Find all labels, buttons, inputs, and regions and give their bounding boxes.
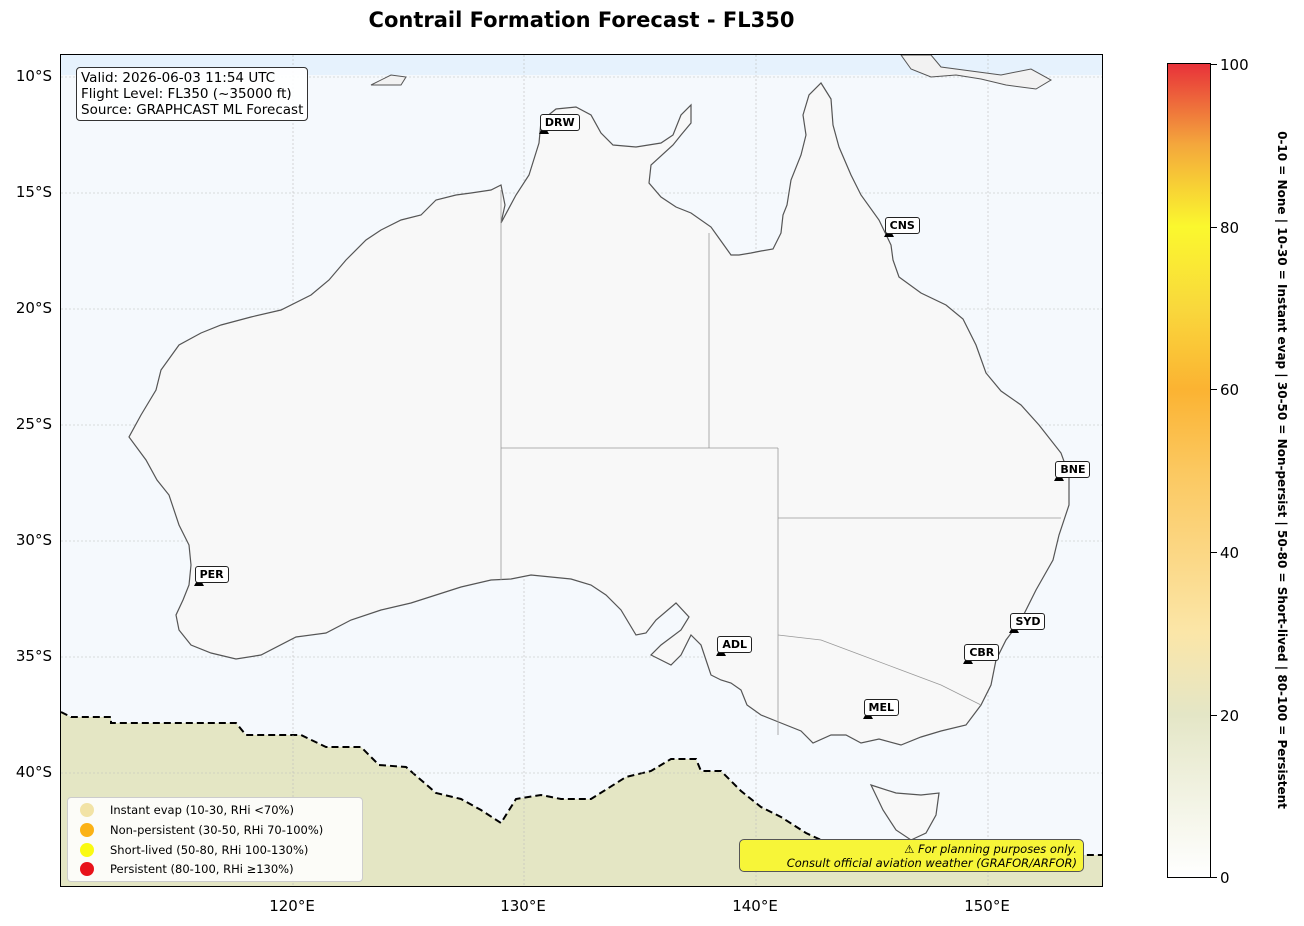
airport-label-syd: SYD [1010,612,1046,630]
legend-label: Persistent (80-100, RHi ≥130%) [110,862,294,876]
lon-label: 150°E [964,897,1010,915]
legend-label: Instant evap (10-30, RHi <70%) [110,803,294,817]
map-canvas [61,55,1102,886]
legend-dot-non-persistent [80,823,94,837]
warning-line-2: Consult official aviation weather (GRAFO… [786,856,1077,870]
lat-label: 15°S [15,183,52,201]
new-guinea-landmass [900,55,1053,90]
sea-strip [61,55,1102,75]
flight-level: Flight Level: FL350 (~35000 ft) [81,86,292,102]
colorbar-tick-label: 100 [1220,56,1249,74]
forecast-info-box: Valid: 2026-06-03 11:54 UTC Flight Level… [76,67,309,121]
colorbar-tick [1211,552,1217,553]
legend-dot-instant-evap [80,803,94,817]
colorbar [1167,63,1211,878]
colorbar-tick [1211,227,1217,228]
airport-label-mel: MEL [863,699,900,717]
legend-dot-short-lived [80,843,94,857]
colorbar-tick-label: 0 [1220,869,1230,887]
legend-label: Non-persistent (30-50, RHi 70-100%) [110,823,324,837]
legend-item: Instant evap (10-30, RHi <70%) [80,801,294,819]
colorbar-tick-label: 40 [1220,544,1240,562]
lon-label: 130°E [500,897,546,915]
legend-dot-persistent [80,862,94,876]
airport-label-drw: DRW [539,113,580,131]
lon-label: 120°E [269,897,315,915]
category-legend: Instant evap (10-30, RHi <70%) Non-persi… [67,797,363,882]
colorbar-tick [1211,389,1217,390]
colorbar-tick-label: 20 [1220,707,1240,725]
legend-item: Non-persistent (30-50, RHi 70-100%) [80,821,323,839]
map-title: Contrail Formation Forecast - FL350 [368,8,795,32]
legend-item: Short-lived (50-80, RHi 100-130%) [80,841,308,859]
contrail-boundary-line [61,711,1102,856]
colorbar-caption: 0-10 = None | 10-30 = Instant evap | 30-… [1275,131,1289,809]
airport-label-adl: ADL [717,636,752,654]
planning-warning: ⚠ For planning purposes only. Consult of… [739,839,1084,872]
airport-label-cbr: CBR [964,644,1000,662]
lat-label: 30°S [15,531,52,549]
valid-time: Valid: 2026-06-03 11:54 UTC [81,70,276,86]
australia-landmass [128,82,1070,746]
airport-label-per: PER [194,566,229,584]
legend-label: Short-lived (50-80, RHi 100-130%) [110,843,309,857]
lat-label: 40°S [15,763,52,781]
colorbar-tick [1211,715,1217,716]
airport-label-cns: CNS [884,217,920,235]
lat-label: 25°S [15,415,52,433]
lat-label: 10°S [15,67,52,85]
colorbar-tick-label: 80 [1220,219,1240,237]
colorbar-tick-label: 60 [1220,381,1240,399]
legend-item: Persistent (80-100, RHi ≥130%) [80,860,294,878]
warning-line-1: ⚠ For planning purposes only. [904,842,1077,856]
lon-label: 140°E [732,897,778,915]
lat-label: 20°S [15,299,52,317]
tasmania-landmass [869,784,940,841]
colorbar-tick [1211,877,1217,878]
map-area[interactable] [60,54,1103,887]
lat-label: 35°S [15,647,52,665]
forecast-source: Source: GRAPHCAST ML Forecast [81,102,304,118]
airport-label-bne: BNE [1055,460,1091,478]
state-borders [500,190,1061,735]
colorbar-tick [1211,64,1217,65]
